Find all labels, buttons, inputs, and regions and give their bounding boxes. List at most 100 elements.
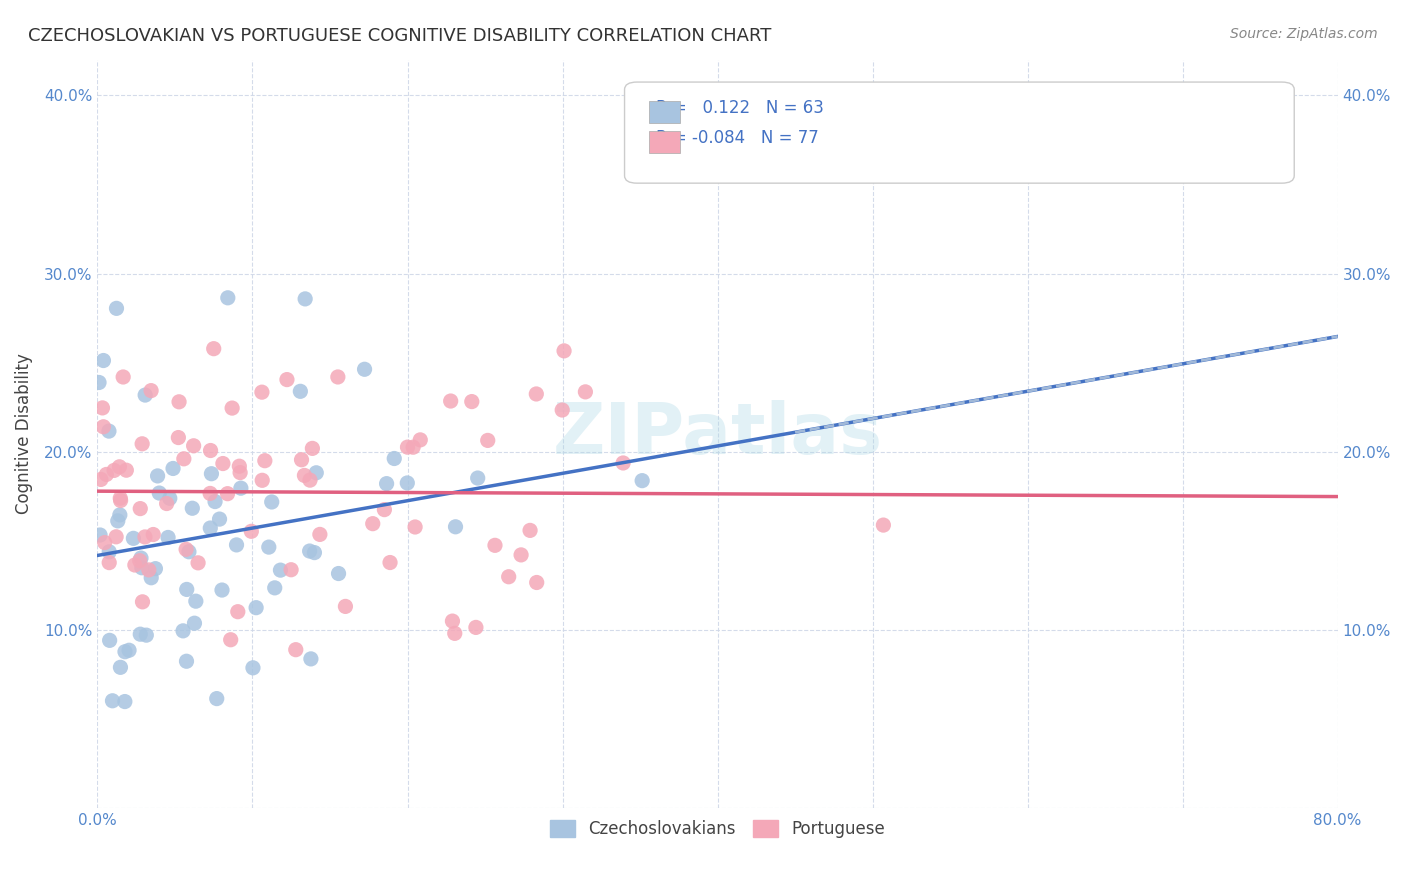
Point bbox=[228, 459, 250, 474]
Point bbox=[138, 563, 160, 577]
Point bbox=[142, 527, 165, 541]
Point bbox=[298, 473, 321, 487]
Point bbox=[98, 633, 121, 648]
Point bbox=[91, 401, 114, 415]
Point bbox=[444, 520, 467, 534]
FancyBboxPatch shape bbox=[624, 82, 1295, 183]
Point bbox=[263, 581, 285, 595]
Point bbox=[301, 442, 323, 456]
Point bbox=[103, 463, 125, 477]
Point bbox=[129, 627, 152, 641]
FancyBboxPatch shape bbox=[650, 131, 681, 153]
Point bbox=[110, 660, 132, 674]
Point bbox=[87, 376, 110, 390]
Point bbox=[105, 530, 128, 544]
Point bbox=[382, 451, 405, 466]
Point bbox=[396, 440, 419, 454]
Point bbox=[335, 599, 357, 614]
Point bbox=[204, 494, 226, 508]
Point bbox=[226, 605, 249, 619]
Point bbox=[93, 419, 115, 434]
Point bbox=[217, 291, 239, 305]
Point bbox=[124, 558, 146, 572]
Point bbox=[131, 437, 153, 451]
Point bbox=[89, 528, 111, 542]
Point bbox=[443, 626, 465, 640]
Text: Source: ZipAtlas.com: Source: ZipAtlas.com bbox=[1230, 27, 1378, 41]
Point bbox=[122, 532, 145, 546]
Point bbox=[257, 540, 280, 554]
Point bbox=[129, 501, 152, 516]
Point bbox=[276, 373, 298, 387]
Point bbox=[134, 388, 156, 402]
Point bbox=[173, 451, 195, 466]
Point bbox=[260, 495, 283, 509]
Point bbox=[553, 343, 575, 358]
Point bbox=[139, 384, 162, 398]
Point bbox=[162, 461, 184, 475]
Point bbox=[131, 561, 153, 575]
Point bbox=[198, 486, 221, 500]
Point bbox=[250, 385, 273, 400]
Point bbox=[148, 486, 170, 500]
Y-axis label: Cognitive Disability: Cognitive Disability bbox=[15, 353, 32, 515]
Point bbox=[294, 468, 316, 483]
Point bbox=[208, 512, 231, 526]
Point bbox=[526, 575, 548, 590]
Point bbox=[373, 502, 395, 516]
Point bbox=[108, 508, 131, 522]
Point bbox=[872, 518, 894, 533]
Point bbox=[484, 538, 506, 552]
Point bbox=[524, 387, 547, 401]
Point bbox=[245, 600, 267, 615]
Point bbox=[115, 463, 138, 477]
Point bbox=[156, 496, 179, 510]
Point bbox=[107, 514, 129, 528]
Point bbox=[240, 524, 263, 539]
Point bbox=[299, 652, 322, 666]
Point bbox=[98, 545, 121, 559]
Point bbox=[112, 370, 135, 384]
Point bbox=[280, 563, 302, 577]
Point bbox=[177, 545, 200, 559]
Point bbox=[250, 473, 273, 487]
Point bbox=[200, 521, 222, 535]
Point bbox=[129, 551, 152, 566]
Point bbox=[98, 556, 121, 570]
Text: ZIPatlas: ZIPatlas bbox=[553, 400, 883, 468]
Point bbox=[157, 531, 180, 545]
Point bbox=[242, 661, 264, 675]
Point bbox=[134, 530, 156, 544]
Point bbox=[225, 538, 247, 552]
Point bbox=[187, 556, 209, 570]
Point bbox=[141, 571, 163, 585]
Legend: Czechoslovakians, Portuguese: Czechoslovakians, Portuguese bbox=[544, 814, 891, 845]
Point bbox=[200, 467, 222, 481]
Point bbox=[229, 481, 252, 495]
Point bbox=[441, 614, 464, 628]
Point bbox=[253, 453, 276, 467]
Text: R = -0.084   N = 77: R = -0.084 N = 77 bbox=[655, 129, 818, 147]
Point bbox=[96, 467, 118, 482]
Point bbox=[118, 643, 141, 657]
Point bbox=[114, 695, 136, 709]
Point bbox=[212, 457, 235, 471]
Point bbox=[304, 546, 326, 560]
Point bbox=[172, 624, 194, 638]
Point bbox=[114, 645, 136, 659]
Point bbox=[498, 570, 520, 584]
Point bbox=[631, 474, 654, 488]
Point bbox=[90, 472, 112, 486]
Point bbox=[131, 595, 153, 609]
Point bbox=[477, 434, 499, 448]
Point bbox=[93, 353, 115, 368]
Point bbox=[219, 632, 242, 647]
Point bbox=[145, 562, 167, 576]
Point bbox=[551, 403, 574, 417]
Point bbox=[290, 452, 312, 467]
Point bbox=[375, 476, 398, 491]
Point bbox=[298, 544, 321, 558]
Point bbox=[305, 466, 328, 480]
Point bbox=[110, 491, 132, 506]
Point bbox=[146, 469, 169, 483]
